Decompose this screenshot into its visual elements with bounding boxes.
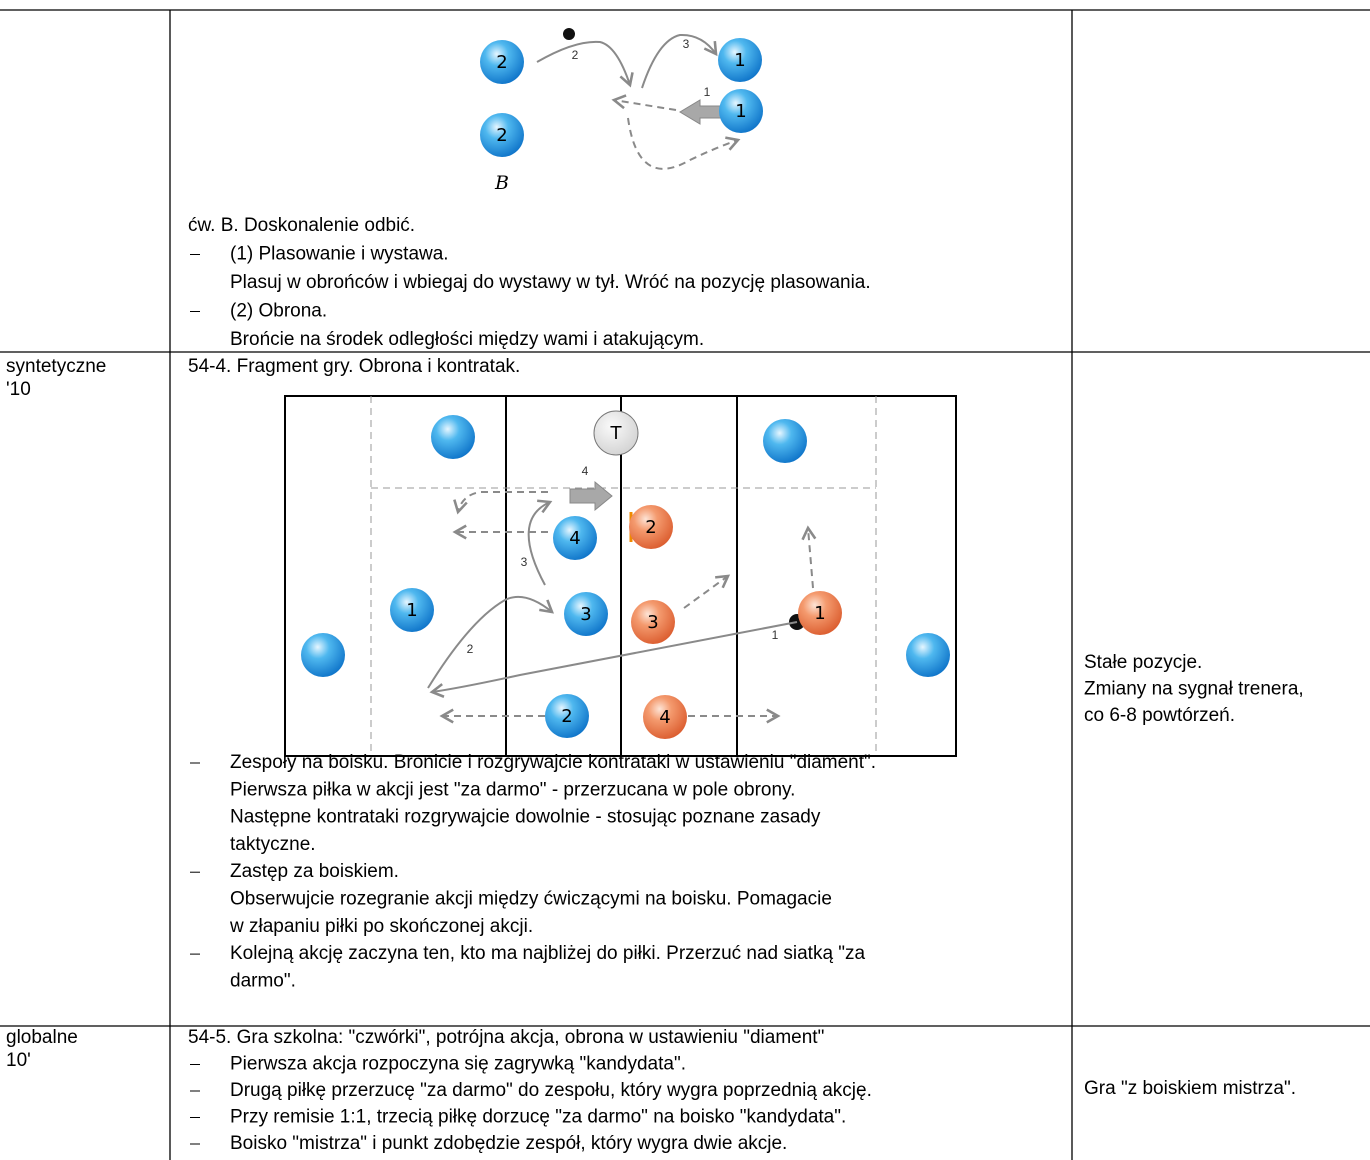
player — [718, 38, 762, 82]
orange-player — [798, 591, 842, 635]
player — [480, 113, 524, 157]
court — [284, 395, 957, 757]
group-letter: B — [494, 172, 509, 194]
exercise-line: w złapaniu piłki po skończonej akcji. — [229, 916, 533, 937]
exercise-line: Następne kontrataki rozgrywajcie dowolni… — [230, 807, 821, 828]
stage: syntetyczne — [6, 356, 106, 377]
exercise-line: darmo". — [230, 970, 296, 991]
exercise-line: Plasuj w obrońców i wbiegaj do wystawy w… — [230, 272, 871, 293]
exercise-line: Zastęp za boiskiem. — [230, 861, 399, 882]
player-label: 1 — [735, 101, 746, 122]
exercise-line: Pierwsza akcja rozpoczyna się zagrywką "… — [230, 1054, 686, 1075]
exercise-title: 54-5. Gra szkolna: "czwórki", potrójna a… — [188, 1027, 824, 1048]
blue-player — [545, 694, 589, 738]
exercise-line: (1) Plasowanie i wystawa. — [230, 244, 449, 265]
arrow-label: 3 — [683, 37, 690, 51]
orange-player-label: 2 — [645, 517, 656, 538]
orange-player-label: 4 — [659, 707, 670, 728]
arrow-label: 1 — [704, 85, 711, 99]
exercise-line: Boisko "mistrza" i punkt zdobędzie zespó… — [230, 1133, 787, 1154]
coach-label: T — [610, 423, 623, 444]
note: Zmiany na sygnał trenera, — [1084, 679, 1304, 700]
exercise-line: Zespoły na boisku. Bronicie i rozgrywajc… — [230, 752, 876, 773]
player — [480, 40, 524, 84]
player-label: 2 — [496, 52, 507, 73]
blue-player-label: 4 — [569, 528, 580, 549]
stage: 10' — [6, 1050, 31, 1071]
orange-player — [643, 695, 687, 739]
arrow-label: 4 — [582, 464, 589, 478]
coach — [593, 410, 639, 456]
arrow-label: 2 — [467, 642, 474, 656]
arrow-label: 1 — [772, 628, 779, 642]
exercise-title: 54-4. Fragment gry. Obrona i kontratak. — [188, 356, 520, 377]
player-label: 2 — [496, 125, 507, 146]
table-grid — [0, 9, 1370, 1160]
exercise-line: Brońcie na środek odległości między wami… — [230, 329, 704, 350]
note: Stałe pozycje. — [1084, 652, 1202, 673]
note: co 6-8 powtórzeń. — [1084, 705, 1235, 726]
orange-player-label: 3 — [647, 612, 658, 633]
orange-player — [631, 600, 675, 644]
blue-player — [553, 516, 597, 560]
orange-player-label: 1 — [814, 603, 825, 624]
blue-player — [564, 592, 608, 636]
exercise-line: (2) Obrona. — [230, 301, 327, 322]
player-label: 1 — [734, 50, 745, 71]
exercise-line: taktyczne. — [230, 834, 316, 855]
stage: '10 — [6, 379, 31, 400]
player — [719, 89, 763, 133]
arrow-label: 2 — [572, 48, 579, 62]
blue-player-label: 1 — [406, 600, 417, 621]
arrow-label: 3 — [521, 555, 528, 569]
exercise-line: Drugą piłkę przerzucę "za darmo" do zesp… — [230, 1080, 872, 1101]
exercise-title: ćw. B. Doskonalenie odbić. — [188, 215, 415, 236]
exercise-line: Pierwsza piłka w akcji jest "za darmo" -… — [230, 779, 795, 800]
exercise-line: Kolejną akcję zaczyna ten, kto ma najbli… — [230, 943, 866, 964]
content: 2 2 1 1 B 2 3 1 T 4 1 3 2 2 3 1 4 4 3 2 1 ćw. B. Doskonalenie… — [6, 37, 1304, 1154]
exercise-line: Obserwujcie rozegranie akcji między ćwic… — [230, 889, 832, 910]
blue-player-label: 3 — [580, 604, 591, 625]
stage: globalne — [6, 1027, 78, 1048]
exercise-line: Przy remisie 1:1, trzecią piłkę dorzucę … — [230, 1107, 846, 1128]
blue-player-label: 2 — [561, 706, 572, 727]
note: Gra "z boiskiem mistrza". — [1084, 1078, 1296, 1099]
blue-player — [390, 588, 434, 632]
orange-player — [629, 505, 673, 549]
